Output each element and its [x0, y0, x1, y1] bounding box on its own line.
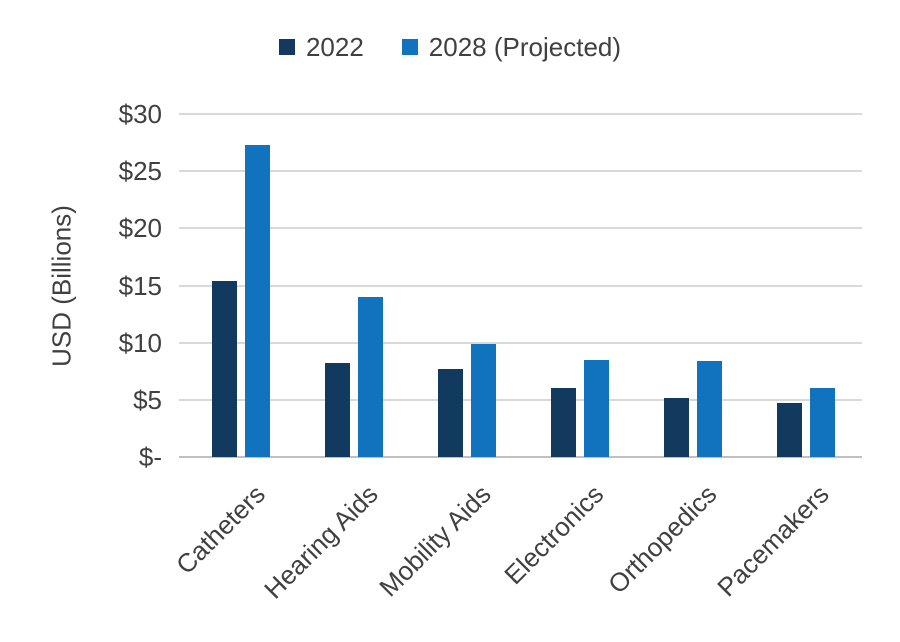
- x-axis-label-pacemakers: Pacemakers: [711, 479, 835, 603]
- legend-swatch-2022: [278, 39, 295, 55]
- legend-item-2028-projected: 2028 (Projected): [401, 32, 622, 62]
- legend-swatch-2028-projected: [401, 39, 418, 55]
- x-axis-label-electronics: Electronics: [498, 479, 610, 591]
- legend-label-2028-projected: 2028 (Projected): [428, 32, 622, 62]
- x-axis-line: [179, 456, 862, 458]
- chart-legend: 2022 2028 (Projected): [0, 32, 900, 62]
- legend-label-2022: 2022: [305, 32, 364, 62]
- y-tick-label-30: $30: [118, 99, 162, 129]
- y-tick-label-10: $10: [118, 327, 162, 358]
- gridline: [179, 284, 862, 287]
- x-axis-label-mobility-aids: Mobility Aids: [372, 479, 497, 603]
- bar-mobility-aids-2028-projected: [471, 344, 496, 457]
- gridline: [179, 170, 862, 173]
- y-tick-label-5: $5: [133, 384, 162, 415]
- gridline: [179, 113, 862, 115]
- bar-catheters-2022: [212, 281, 237, 457]
- x-axis-label-hearing-aids: Hearing Aids: [258, 479, 384, 605]
- y-tick-label-20: $20: [118, 213, 162, 244]
- bar-orthopedics-2022: [664, 398, 689, 457]
- bar-pacemakers-2028-projected: [810, 388, 835, 457]
- bar-electronics-2022: [551, 388, 576, 457]
- gridline: [179, 227, 862, 230]
- bar-hearing-aids-2028-projected: [358, 297, 383, 457]
- y-tick-label-15: $15: [118, 270, 162, 301]
- x-axis-label-orthopedics: Orthopedics: [601, 479, 722, 600]
- bar-pacemakers-2022: [777, 403, 802, 457]
- x-axis-label-catheters: Catheters: [169, 479, 271, 580]
- bar-hearing-aids-2022: [325, 363, 350, 457]
- gridline: [179, 398, 862, 401]
- bar-catheters-2028-projected: [245, 145, 270, 457]
- y-tick-label-0: $-: [138, 442, 162, 472]
- legend-item-2022: 2022: [278, 32, 364, 62]
- bar-mobility-aids-2022: [438, 369, 463, 457]
- y-tick-label-25: $25: [118, 156, 162, 187]
- gridline: [179, 341, 862, 344]
- bar-electronics-2028-projected: [584, 360, 609, 457]
- bar-orthopedics-2028-projected: [697, 361, 722, 457]
